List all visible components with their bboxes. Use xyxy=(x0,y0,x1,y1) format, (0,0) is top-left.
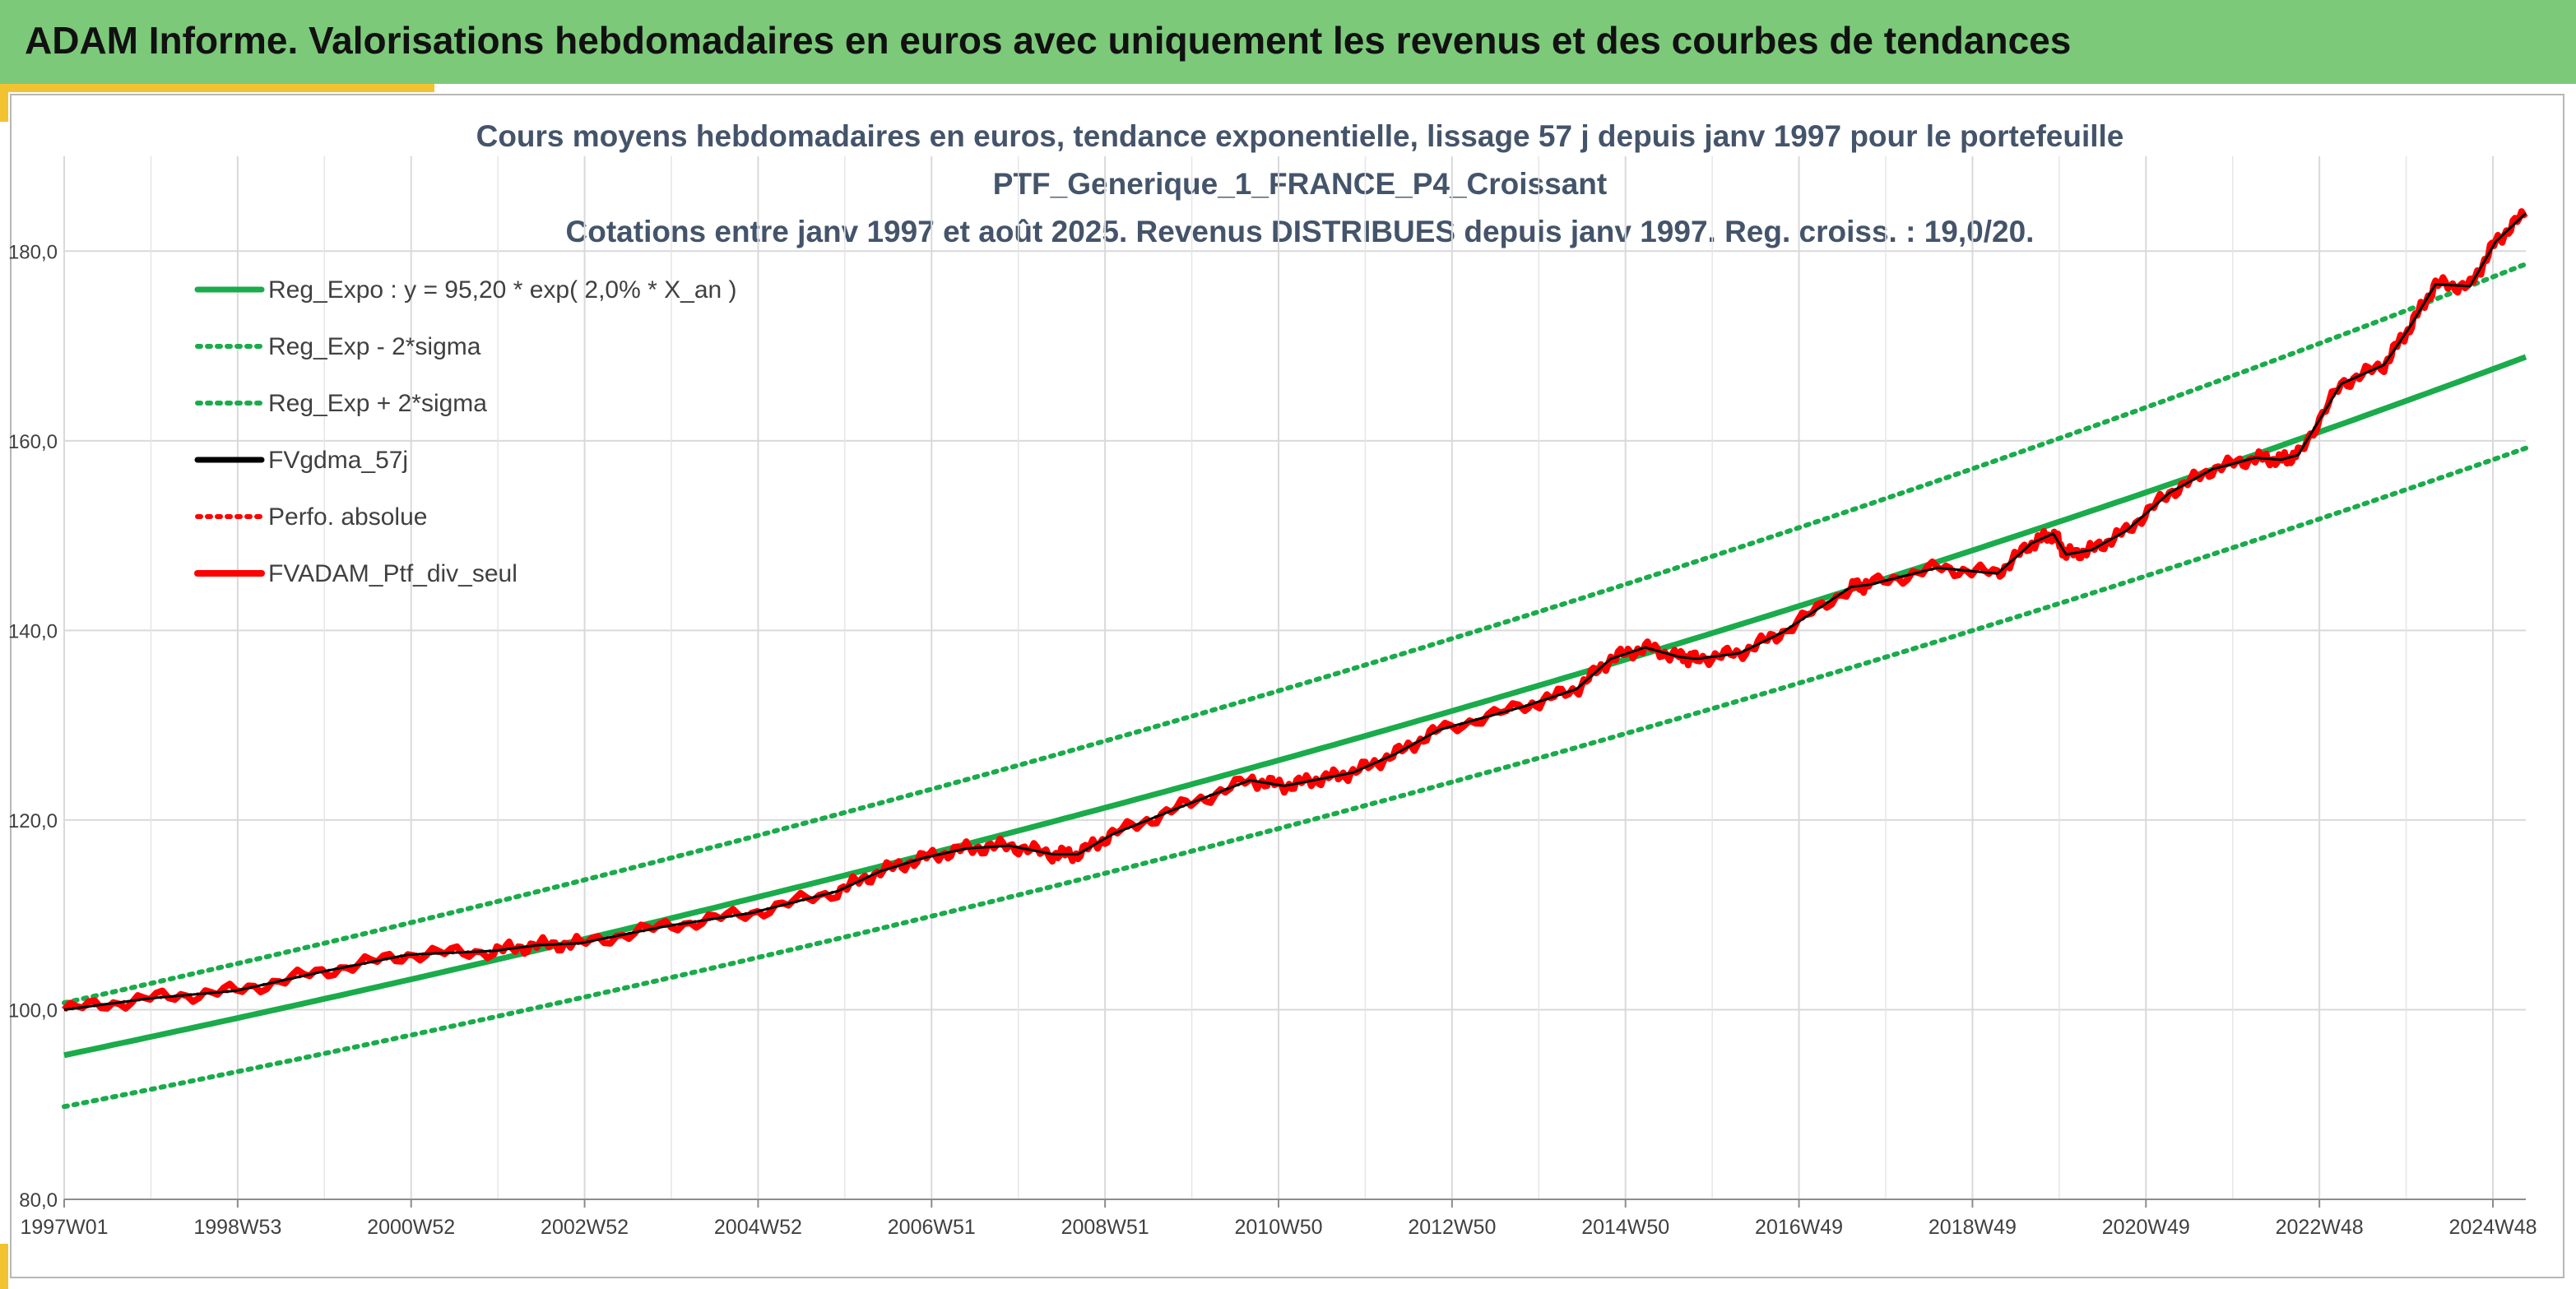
legend-label: Reg_Exp + 2*sigma xyxy=(268,390,487,417)
y-tick-label: 140,0 xyxy=(8,620,58,642)
y-tick-label: 100,0 xyxy=(8,999,58,1022)
legend: Reg_Expo : y = 95,20 * exp( 2,0% * X_an … xyxy=(194,276,737,587)
y-tick-label: 80,0 xyxy=(19,1189,58,1212)
series-line-fvgdma xyxy=(63,212,2527,1011)
x-tick-label: 1997W01 xyxy=(20,1216,108,1239)
gridlines xyxy=(63,156,2526,1200)
accent-bar-left xyxy=(0,84,8,122)
x-tick-label: 2010W50 xyxy=(1234,1216,1322,1239)
y-tick-label: 120,0 xyxy=(8,810,58,832)
chart-frame xyxy=(10,94,2564,1278)
series-line-reg-plus-2sigma xyxy=(62,262,2528,1006)
y-tick-label: 180,0 xyxy=(8,241,58,263)
accent-bar-bottom xyxy=(0,1244,8,1289)
accent-bar-top xyxy=(0,84,434,92)
x-tick-label: 2022W48 xyxy=(2276,1216,2364,1239)
legend-label: FVADAM_Ptf_div_seul xyxy=(268,560,518,587)
x-tick-label: 2020W49 xyxy=(2102,1216,2190,1239)
y-axis: 80,0 100,0 120,0 140,0 160,0 180,0 xyxy=(8,241,58,1212)
x-tick-label: 2006W51 xyxy=(888,1216,976,1239)
x-tick-label: 2018W49 xyxy=(1929,1216,2017,1239)
series-line-reg-minus-2sigma xyxy=(62,445,2528,1110)
chart-title-line-3: Cotations entre janv 1997 et août 2025. … xyxy=(566,215,2035,248)
series-line-fvadam xyxy=(62,208,2528,1013)
x-tick-label: 2016W49 xyxy=(1755,1216,1843,1239)
series-line-reg-expo xyxy=(63,354,2527,1059)
x-tick-label: 2000W52 xyxy=(367,1216,455,1239)
legend-label: Perfo. absolue xyxy=(268,503,427,531)
legend-label: Reg_Expo : y = 95,20 * exp( 2,0% * X_an … xyxy=(268,276,737,304)
page-title: ADAM Informe. Valorisations hebdomadaire… xyxy=(25,19,2072,62)
series-group xyxy=(62,208,2528,1110)
header-banner: ADAM Informe. Valorisations hebdomadaire… xyxy=(0,0,2576,84)
x-axis: 1997W01 1998W53 2000W52 2002W52 2004W52 2006W… xyxy=(20,1199,2537,1239)
legend-label: FVgdma_57j xyxy=(268,447,408,474)
x-tick-label: 1998W53 xyxy=(193,1216,281,1239)
chart-title-line-2: PTF_Generique_1_FRANCE_P4_Croissant xyxy=(993,167,1607,201)
y-tick-label: 160,0 xyxy=(8,431,58,453)
x-tick-label: 2004W52 xyxy=(714,1216,802,1239)
legend-label: Reg_Exp - 2*sigma xyxy=(268,333,481,360)
x-tick-label: 2012W50 xyxy=(1408,1216,1496,1239)
chart-title-line-1: Cours moyens hebdomadaires en euros, ten… xyxy=(476,119,2124,153)
x-tick-label: 2024W48 xyxy=(2448,1216,2537,1239)
x-tick-label: 2002W52 xyxy=(541,1216,629,1239)
x-tick-label: 2014W50 xyxy=(1581,1216,1669,1239)
x-tick-label: 2008W51 xyxy=(1061,1216,1149,1239)
